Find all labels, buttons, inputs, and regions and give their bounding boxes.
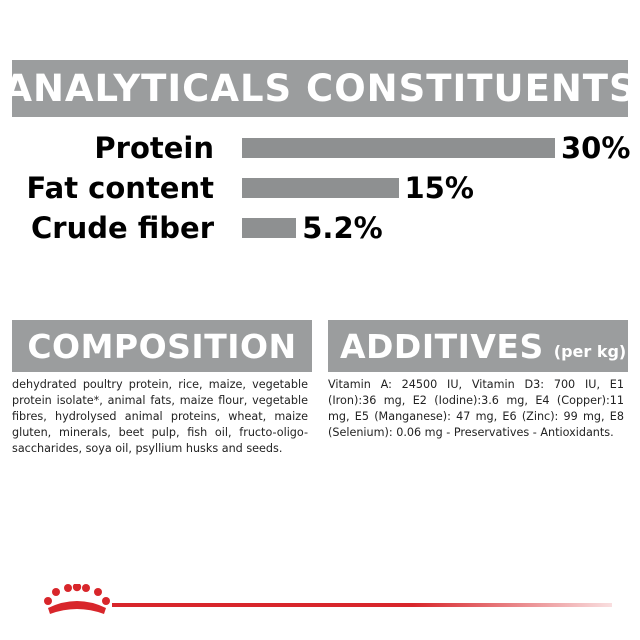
footer-red-line xyxy=(112,603,612,607)
composition-banner: COMPOSITION xyxy=(12,320,312,372)
analytics-banner: ANALYTICALS CONSTITUENTS xyxy=(3,60,636,117)
protein-label: Protein xyxy=(94,131,214,165)
crown-logo-icon xyxy=(44,584,110,614)
fat-content-value: 15% xyxy=(404,171,474,205)
protein-value: 30% xyxy=(561,131,631,165)
composition-text: dehydrated poultry protein, rice, maize,… xyxy=(12,378,308,455)
crude-fiber-value: 5.2% xyxy=(302,211,383,245)
fat-content-bar xyxy=(242,178,399,198)
protein-bar xyxy=(242,138,555,158)
crude-fiber-label: Crude fiber xyxy=(31,211,214,245)
fat-content-label: Fat content xyxy=(26,171,214,205)
additives-title: ADDITIVES xyxy=(340,326,544,366)
additives-subtitle: (per kg) xyxy=(553,341,627,361)
crude-fiber-bar xyxy=(242,218,297,238)
composition-title: COMPOSITION xyxy=(27,326,297,366)
analytics-title: ANALYTICALS CONSTITUENTS xyxy=(3,67,637,110)
additives-banner: ADDITIVES (per kg) xyxy=(328,320,628,372)
additives-text: Vitamin A: 24500 IU, Vitamin D3: 700 IU,… xyxy=(328,378,624,439)
